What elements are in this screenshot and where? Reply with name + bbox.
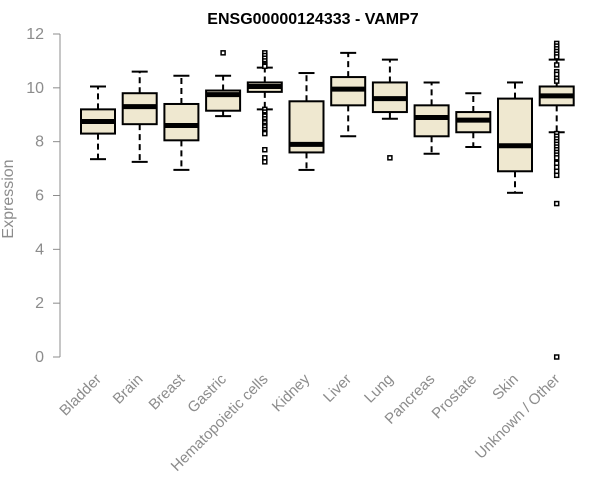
box-gastric — [205, 50, 242, 118]
chart-title: ENSG00000124333 - VAMP7 — [207, 11, 418, 28]
outlier-point — [553, 354, 560, 360]
y-tick-label: 10 — [26, 80, 44, 97]
x-tick-label: Prostate — [429, 371, 481, 423]
outlier-point — [553, 155, 560, 161]
outlier-point — [262, 130, 268, 137]
x-tick-label: Brain — [110, 371, 147, 408]
box-lung — [371, 58, 408, 161]
y-tick-label: 2 — [35, 295, 44, 312]
y-tick-label: 12 — [26, 26, 44, 43]
box-prostate — [455, 92, 492, 149]
y-tick-label: 8 — [35, 134, 44, 151]
outlier-point — [262, 146, 268, 153]
y-tick-label: 0 — [35, 349, 44, 366]
x-tick-label: Kidney — [269, 370, 314, 415]
outlier-point — [553, 200, 560, 207]
y-tick-label: 6 — [35, 188, 44, 205]
box-series — [80, 40, 575, 360]
x-tick-label: Skin — [489, 371, 522, 404]
box-liver — [330, 51, 367, 138]
x-tick-label: Lung — [361, 371, 397, 407]
outlier-point — [553, 172, 560, 179]
outlier-point — [553, 54, 560, 60]
box-brain — [121, 70, 158, 163]
box-unknown-other — [538, 40, 575, 360]
box-iqr — [497, 97, 533, 173]
y-tick-label: 4 — [35, 241, 44, 258]
box-hematopoietic-cells — [246, 50, 283, 165]
outlier-point — [262, 159, 268, 165]
x-tick-label: Bladder — [56, 371, 105, 420]
box-pancreas — [413, 81, 450, 155]
outlier-point — [387, 155, 393, 161]
box-breast — [163, 74, 200, 171]
box-kidney — [288, 72, 325, 171]
outlier-point — [220, 50, 226, 56]
box-iqr — [163, 102, 200, 142]
y-axis: 0 2 4 6 8 10 12 — [26, 26, 61, 366]
box-bladder — [80, 85, 116, 161]
y-axis-label: Expression — [0, 159, 17, 238]
box-iqr — [413, 104, 450, 138]
x-tick-label: Breast — [146, 370, 189, 413]
outlier-point — [262, 63, 268, 70]
outlier-point — [553, 78, 560, 84]
outlier-point — [553, 62, 560, 68]
x-tick-label: Liver — [320, 371, 355, 406]
box-skin — [497, 81, 533, 194]
